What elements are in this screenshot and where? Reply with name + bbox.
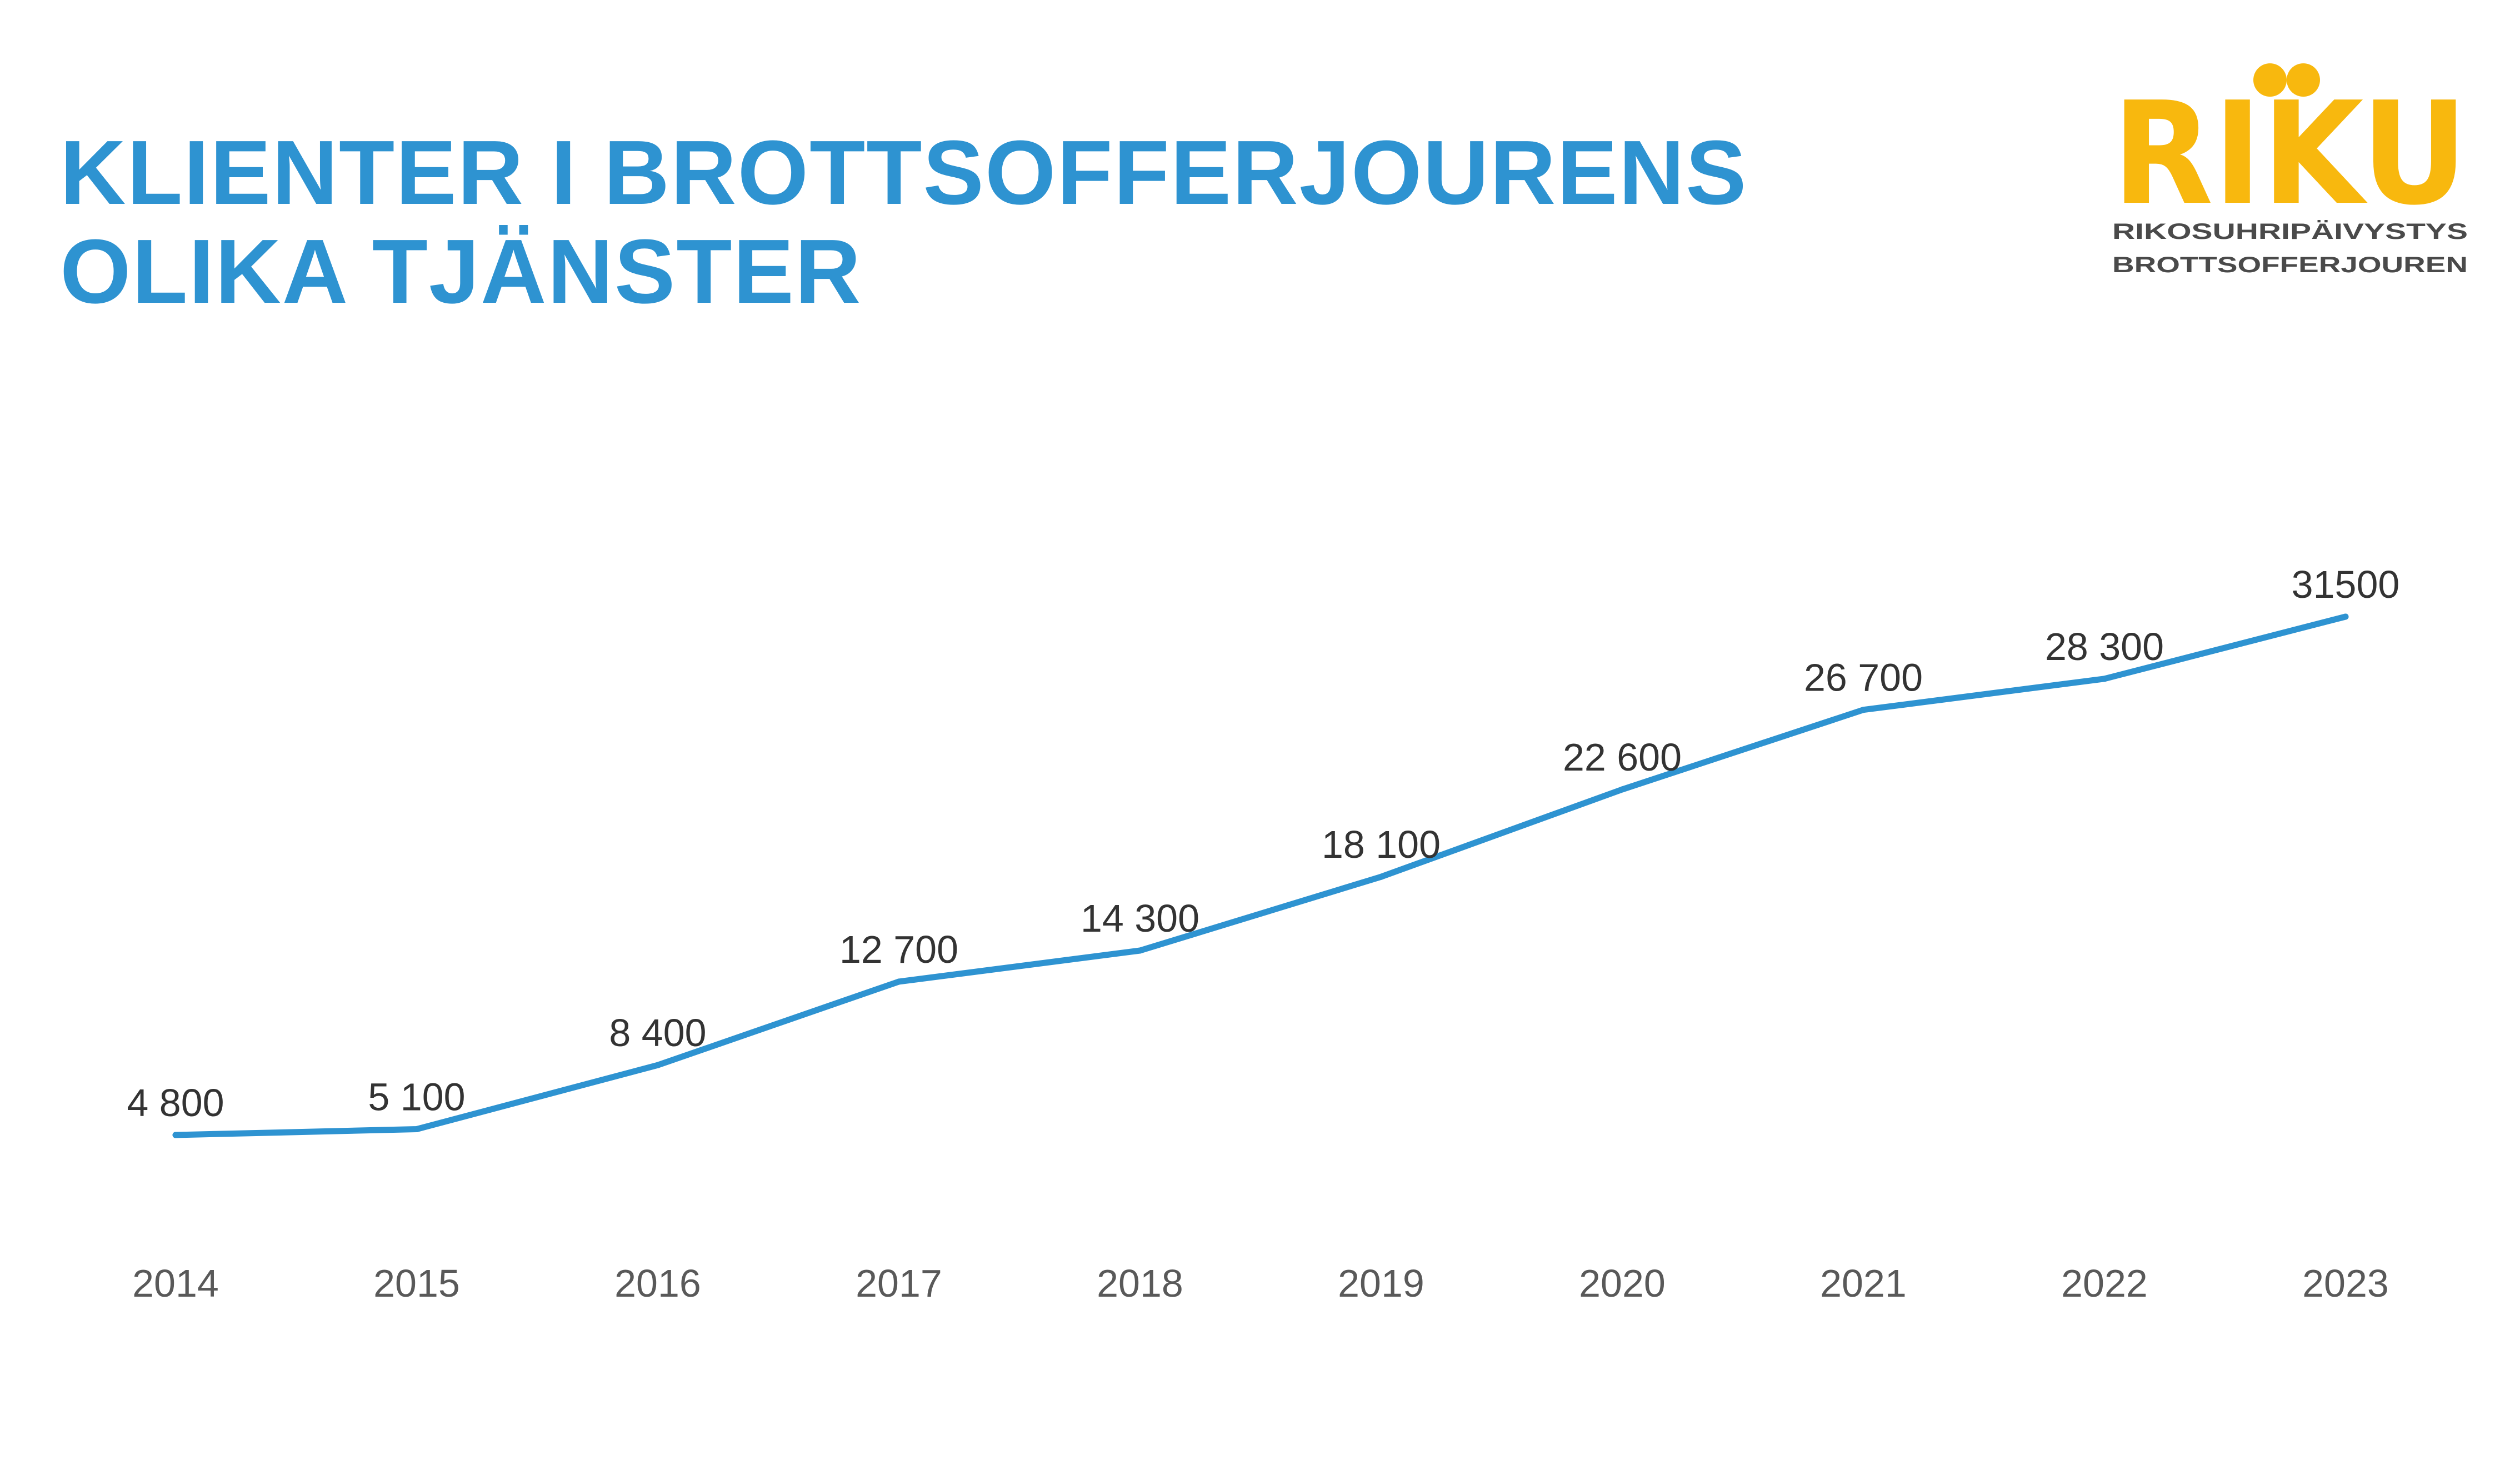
logo-subtitle-fi: RIKOSUHRIPÄIVYSTYS bbox=[2112, 219, 2468, 244]
data-point bbox=[896, 978, 902, 985]
logo-head-left-icon bbox=[2253, 63, 2287, 97]
x-tick-label: 2016 bbox=[614, 1262, 701, 1305]
x-tick-label: 2015 bbox=[373, 1262, 460, 1305]
page-title: KLIENTER I BROTTSOFFERJOURENS OLIKA TJÄN… bbox=[60, 123, 1838, 321]
riku-logo: RIKU RIKOSUHRIPÄIVYSTYS BROTTSOFFERJOURE… bbox=[2112, 63, 2468, 277]
x-tick-label: 2018 bbox=[1097, 1262, 1183, 1305]
x-tick-label: 2019 bbox=[1338, 1262, 1424, 1305]
data-label: 26 700 bbox=[1804, 656, 1923, 699]
data-point bbox=[1137, 947, 1143, 954]
logo-subtitle-sv: BROTTSOFFERJOUREN bbox=[2112, 253, 2468, 277]
data-labels: 4 800 5 100 8 400 12 700 14 300 18 100 22 600 2… bbox=[127, 563, 2399, 1138]
logo-head-right-icon bbox=[2287, 63, 2320, 97]
logo-wordmark: RIKU bbox=[2112, 72, 2468, 237]
data-label: 14 300 bbox=[1081, 897, 1199, 940]
data-label: 8 400 bbox=[609, 1011, 706, 1054]
data-label: 28 300 bbox=[2045, 625, 2164, 668]
data-point bbox=[413, 1126, 420, 1132]
data-label: 4 800 bbox=[127, 1081, 224, 1124]
data-label: 12 700 bbox=[839, 928, 958, 971]
data-point bbox=[2342, 613, 2349, 620]
x-tick-label: 2023 bbox=[2302, 1262, 2389, 1305]
data-point bbox=[1619, 786, 1626, 793]
title-line-2: OLIKA TJÄNSTER bbox=[60, 221, 862, 322]
series-line bbox=[172, 613, 2349, 1138]
data-label: 31500 bbox=[2292, 563, 2400, 606]
data-point bbox=[172, 1132, 179, 1138]
x-tick-label: 2020 bbox=[1579, 1262, 1666, 1305]
data-label: 18 100 bbox=[1322, 823, 1441, 866]
data-point bbox=[1860, 707, 1867, 713]
x-tick-label: 2022 bbox=[2061, 1262, 2148, 1305]
data-point bbox=[2101, 676, 2108, 682]
x-axis-tick-labels: 2014 2015 2016 2017 2018 2019 2020 2021 2022 2023 bbox=[132, 1262, 2389, 1305]
x-tick-label: 2014 bbox=[132, 1262, 219, 1305]
title-line-1: KLIENTER I BROTTSOFFERJOURENS bbox=[60, 122, 1748, 223]
data-point bbox=[1378, 873, 1384, 880]
data-label: 22 600 bbox=[1563, 736, 1682, 779]
data-label: 5 100 bbox=[368, 1076, 465, 1119]
data-point bbox=[654, 1062, 661, 1068]
x-tick-label: 2017 bbox=[856, 1262, 942, 1305]
x-tick-label: 2021 bbox=[1820, 1262, 1907, 1305]
